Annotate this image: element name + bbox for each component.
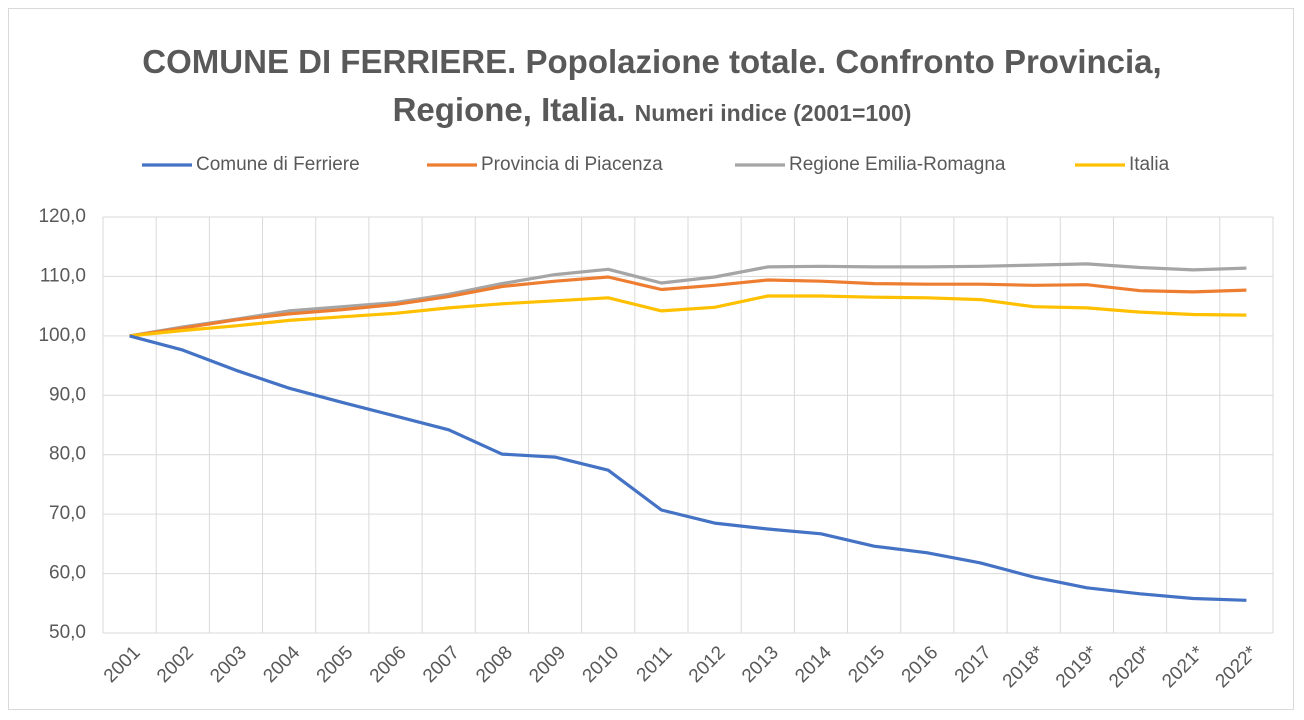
legend-label: Provincia di Piacenza — [481, 154, 663, 175]
x-tick-label: 2010 — [579, 642, 624, 687]
x-tick-label: 2017 — [951, 642, 996, 687]
x-tick-label: 2003 — [206, 642, 251, 687]
chart-title: COMUNE DI FERRIERE. Popolazione totale. … — [142, 43, 1162, 128]
x-tick-label: 2022* — [1212, 642, 1262, 692]
x-tick-label: 2009 — [525, 642, 570, 687]
series-line — [129, 294, 1247, 338]
x-tick-label: 2020* — [1105, 642, 1155, 692]
x-tick-label: 2001 — [100, 642, 145, 687]
y-tick-label: 90,0 — [49, 384, 86, 405]
chart-subtitle: Numeri indice (2001=100) — [634, 100, 912, 126]
x-tick-label: 2007 — [419, 642, 464, 687]
x-tick-label: 2005 — [313, 642, 358, 687]
series-line — [129, 262, 1247, 338]
y-tick-label: 60,0 — [49, 563, 86, 584]
x-tick-label: 2011 — [633, 642, 677, 686]
chart-frame — [8, 8, 1294, 710]
x-tick-label: 2016 — [898, 642, 943, 687]
x-tick-label: 2008 — [472, 642, 517, 687]
legend-label: Comune di Ferriere — [196, 154, 360, 175]
legend-label: Italia — [1129, 154, 1170, 175]
x-tick-label: 2012 — [685, 642, 730, 687]
x-tick-label: 2019* — [1052, 642, 1102, 692]
x-tick-label: 2002 — [153, 642, 198, 687]
series-line — [129, 334, 1247, 602]
x-tick-label: 2013 — [738, 642, 783, 687]
x-tick-label: 2021* — [1158, 642, 1208, 692]
y-tick-label: 100,0 — [38, 325, 86, 346]
x-tick-label: 2018* — [999, 642, 1049, 692]
x-tick-label: 2014 — [791, 642, 836, 687]
legend-label: Regione Emilia-Romagna — [789, 154, 1006, 175]
y-tick-label: 110,0 — [40, 265, 86, 286]
x-tick-label: 2006 — [366, 642, 411, 687]
series-line — [129, 275, 1247, 338]
chart-title-block: COMUNE DI FERRIERE. Popolazione totale. … — [140, 38, 1164, 137]
y-tick-label: 80,0 — [49, 444, 86, 465]
y-tick-label: 120,0 — [38, 206, 86, 227]
y-tick-label: 70,0 — [49, 503, 86, 524]
x-tick-label: 2015 — [844, 642, 889, 687]
y-tick-label: 50,0 — [49, 622, 86, 643]
x-tick-label: 2004 — [259, 642, 304, 687]
